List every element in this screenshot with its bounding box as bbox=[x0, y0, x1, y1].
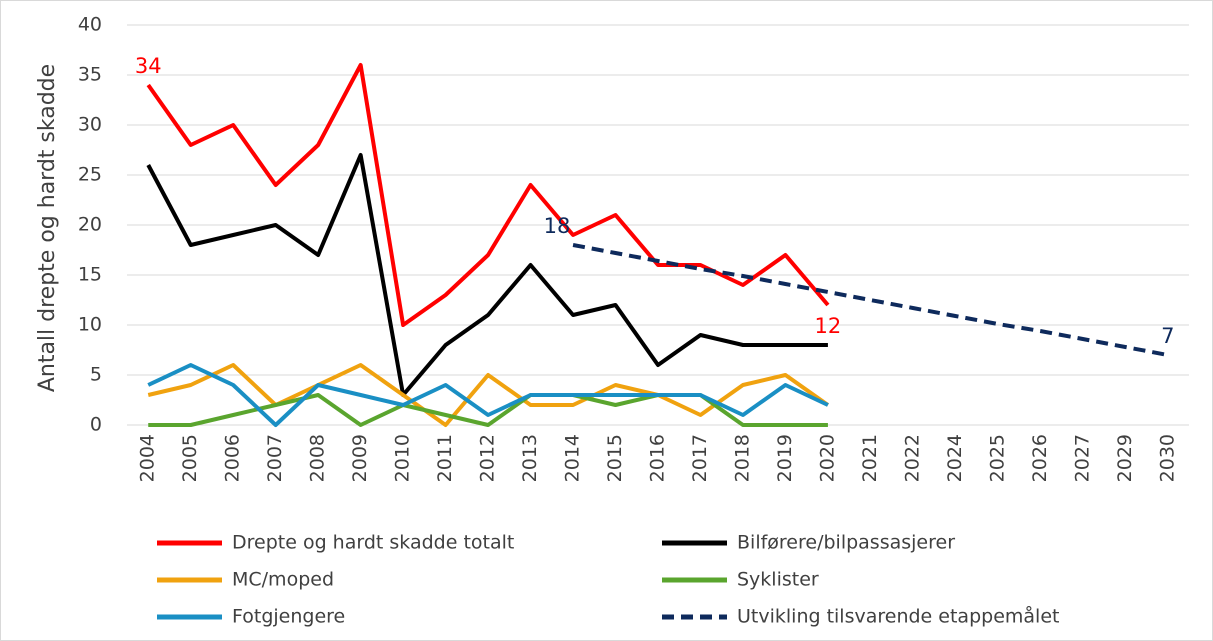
y-tick-label: 0 bbox=[90, 414, 102, 436]
data-label: 18 bbox=[544, 214, 571, 238]
legend-label: MC/moped bbox=[232, 569, 334, 591]
legend-label: Drepte og hardt skadde totalt bbox=[232, 532, 514, 554]
x-tick-label: 2029 bbox=[1114, 434, 1136, 482]
x-tick-label: 2007 bbox=[264, 434, 286, 482]
y-tick-label: 35 bbox=[78, 64, 102, 86]
y-axis-title: Antall drepte og hardt skadde bbox=[35, 64, 60, 392]
data-label: 7 bbox=[1161, 324, 1174, 348]
x-tick-label: 2010 bbox=[392, 434, 414, 482]
x-tick-label: 2011 bbox=[434, 434, 456, 482]
legend-label: Bilførere/bilpassasjerer bbox=[737, 532, 955, 554]
y-tick-label: 20 bbox=[78, 214, 102, 236]
y-tick-label: 5 bbox=[90, 364, 102, 386]
y-tick-label: 25 bbox=[78, 164, 102, 186]
x-tick-label: 2008 bbox=[307, 434, 329, 482]
series-line bbox=[147, 363, 829, 427]
x-tick-label: 2030 bbox=[1156, 434, 1178, 482]
x-tick-label: 2017 bbox=[689, 434, 711, 482]
x-tick-label: 2025 bbox=[986, 434, 1008, 482]
x-tick-label: 2020 bbox=[816, 434, 838, 482]
x-tick-label: 2016 bbox=[647, 434, 669, 482]
x-tick-label: 2014 bbox=[562, 434, 584, 482]
series-line bbox=[146, 153, 828, 397]
data-label: 34 bbox=[135, 54, 162, 78]
x-tick-label: 2006 bbox=[222, 434, 244, 482]
x-tick-label: 2004 bbox=[137, 434, 159, 482]
x-tick-label: 2019 bbox=[774, 434, 796, 482]
x-tick-label: 2021 bbox=[859, 434, 881, 482]
series-line bbox=[572, 243, 1169, 357]
x-tick-label: 2022 bbox=[901, 434, 923, 482]
y-tick-label: 15 bbox=[78, 264, 102, 286]
x-tick-label: 2018 bbox=[731, 434, 753, 482]
legend-label: Fotgjengere bbox=[232, 606, 345, 628]
x-tick-label: 2012 bbox=[477, 434, 499, 482]
y-tick-label: 40 bbox=[78, 14, 102, 36]
x-tick-label: 2024 bbox=[944, 434, 966, 482]
legend-label: Syklister bbox=[737, 569, 819, 591]
x-tick-label: 2027 bbox=[1071, 434, 1093, 482]
x-tick-label: 2026 bbox=[1029, 434, 1051, 482]
x-tick-label: 2005 bbox=[179, 434, 201, 482]
x-tick-label: 2013 bbox=[519, 434, 541, 482]
x-tick-label: 2015 bbox=[604, 434, 626, 482]
data-label: 12 bbox=[815, 314, 842, 338]
x-tick-label: 2009 bbox=[349, 434, 371, 482]
legend-label: Utvikling tilsvarende etappemålet bbox=[737, 605, 1059, 628]
y-tick-label: 10 bbox=[78, 314, 102, 336]
series-line bbox=[148, 393, 828, 427]
y-tick-label: 30 bbox=[78, 114, 102, 136]
